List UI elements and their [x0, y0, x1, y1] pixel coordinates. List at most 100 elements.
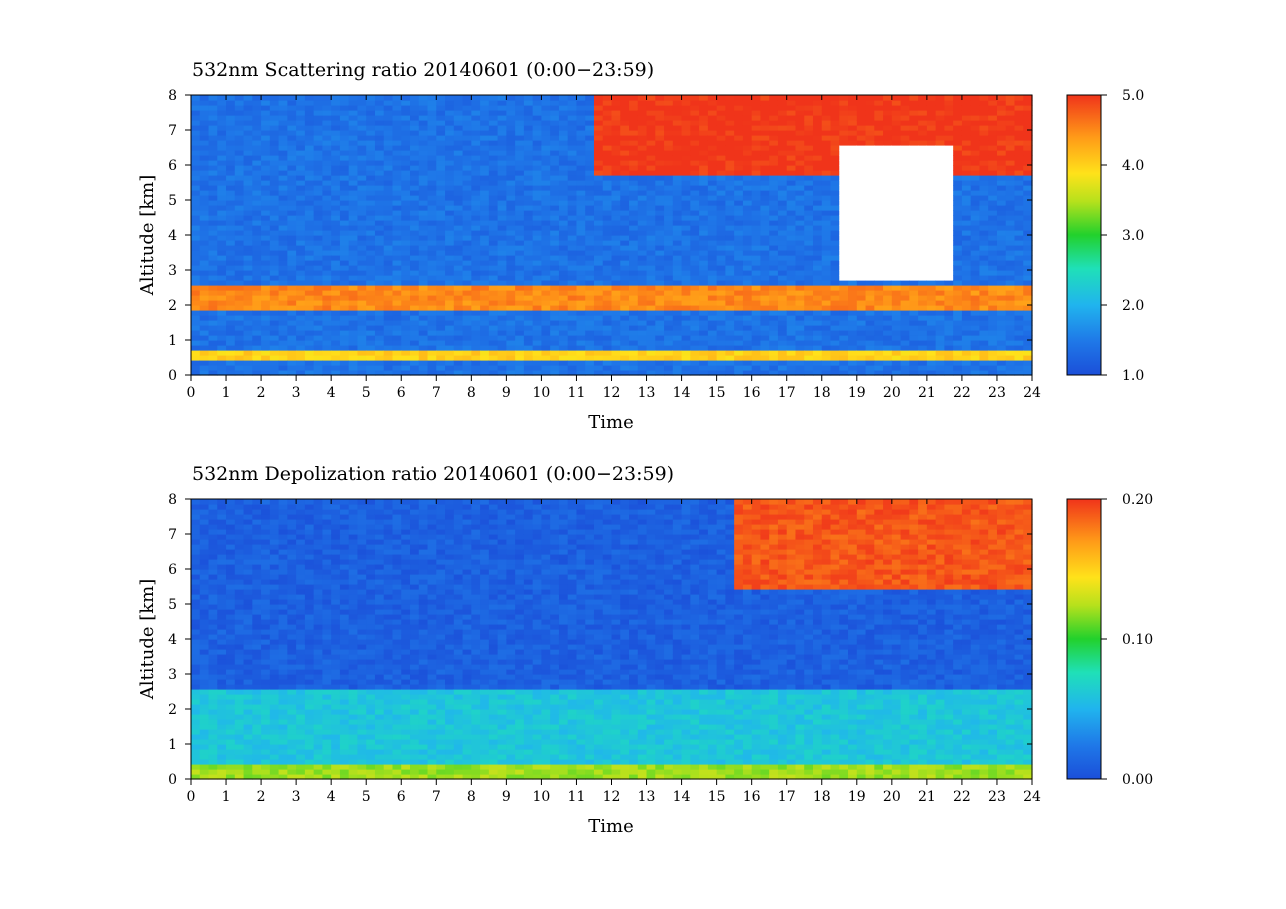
heatmap-cell — [506, 145, 516, 151]
heatmap-cell — [357, 150, 367, 156]
heatmap-cell — [918, 190, 928, 196]
heatmap-cell — [541, 230, 551, 236]
heatmap-cell — [269, 180, 280, 186]
heatmap-cell — [506, 330, 516, 336]
heatmap-cell — [374, 135, 385, 141]
heatmap-cell — [725, 205, 735, 211]
heatmap-cell — [243, 285, 253, 291]
heatmap-cell — [226, 260, 236, 266]
heatmap-cell — [541, 360, 551, 366]
heatmap-cell — [926, 240, 937, 246]
heatmap-cell — [278, 215, 288, 221]
heatmap-cell — [760, 210, 770, 216]
heatmap-cell — [313, 165, 324, 171]
heatmap-cell — [348, 180, 359, 186]
heatmap-cell — [488, 295, 499, 301]
heatmap-cell — [567, 115, 578, 121]
heatmap-cell — [900, 200, 910, 206]
heatmap-cell — [506, 260, 516, 266]
heatmap-cell — [637, 235, 648, 241]
heatmap-cell — [445, 115, 455, 121]
heatmap-cell — [374, 290, 385, 296]
heatmap-cell — [725, 195, 735, 201]
heatmap-cell — [716, 160, 726, 166]
heatmap-cell — [900, 325, 910, 331]
heatmap-cell — [699, 180, 709, 186]
heatmap-cell — [707, 265, 718, 271]
heatmap-cell — [278, 245, 288, 251]
heatmap-cell — [243, 180, 253, 186]
heatmap-cell — [287, 215, 297, 221]
heatmap-cell — [812, 320, 823, 326]
heatmap-cell — [900, 245, 910, 251]
heatmap-cell — [865, 345, 875, 351]
heatmap-cell — [664, 110, 674, 116]
heatmap-cell — [357, 200, 367, 206]
heatmap-cell — [541, 335, 551, 341]
heatmap-cell — [593, 305, 604, 311]
heatmap-cell — [681, 330, 691, 336]
heatmap-cell — [777, 235, 788, 241]
heatmap-cell — [926, 250, 937, 256]
heatmap-cell — [418, 135, 429, 141]
heatmap-cell — [953, 295, 963, 301]
heatmap-cell — [445, 125, 455, 131]
heatmap-cell — [366, 350, 376, 356]
heatmap-cell — [900, 265, 910, 271]
heatmap-cell — [611, 150, 621, 156]
heatmap-cell — [480, 315, 490, 321]
heatmap-cell — [891, 370, 902, 376]
heatmap-cell — [234, 115, 245, 121]
heatmap-cell — [558, 135, 569, 141]
heatmap-cell — [252, 175, 262, 181]
heatmap-cell — [418, 230, 429, 236]
heatmap-cell — [208, 260, 218, 266]
heatmap-cell — [602, 350, 613, 356]
heatmap-cell — [699, 185, 709, 191]
heatmap-cell — [769, 310, 779, 316]
heatmap-cell — [243, 205, 253, 211]
heatmap-cell — [909, 115, 919, 121]
heatmap-cell — [620, 210, 630, 216]
heatmap-cell — [418, 95, 429, 101]
heatmap-cell — [865, 270, 875, 276]
heatmap-cell — [830, 330, 840, 336]
heatmap-cell — [585, 360, 595, 366]
heatmap-cell — [681, 95, 691, 101]
heatmap-cell — [716, 315, 726, 321]
heatmap-cell — [655, 120, 665, 126]
heatmap-cell — [742, 330, 753, 336]
heatmap-cell — [637, 315, 648, 321]
heatmap-cell — [532, 180, 543, 186]
heatmap-cell — [497, 210, 507, 216]
heatmap-cell — [646, 250, 656, 256]
heatmap-cell — [480, 165, 490, 171]
heatmap-cell — [690, 270, 700, 276]
heatmap-cell — [786, 295, 797, 301]
heatmap-cell — [821, 330, 832, 336]
heatmap-cell — [410, 115, 420, 121]
heatmap-cell — [602, 130, 613, 136]
heatmap-cell — [541, 190, 551, 196]
heatmap-cell — [541, 215, 551, 221]
heatmap-cell — [874, 110, 884, 116]
heatmap-cell — [199, 260, 210, 266]
heatmap-cell — [541, 120, 551, 126]
heatmap-cell — [252, 100, 262, 106]
heatmap-cell — [909, 295, 919, 301]
heatmap-cell — [471, 370, 481, 376]
heatmap-cell — [629, 215, 639, 221]
heatmap-cell — [418, 235, 429, 241]
heatmap-cell — [506, 220, 516, 226]
heatmap-cell — [558, 245, 569, 251]
heatmap-cell — [681, 335, 691, 341]
heatmap-cell — [191, 165, 201, 171]
heatmap-cell — [304, 220, 315, 226]
heatmap-cell — [261, 190, 271, 196]
heatmap-cell — [418, 370, 429, 376]
heatmap-cell — [471, 180, 481, 186]
heatmap-cell — [900, 165, 910, 171]
heatmap-cell — [856, 175, 867, 181]
heatmap-cell — [436, 315, 446, 321]
heatmap-cell — [436, 245, 446, 251]
